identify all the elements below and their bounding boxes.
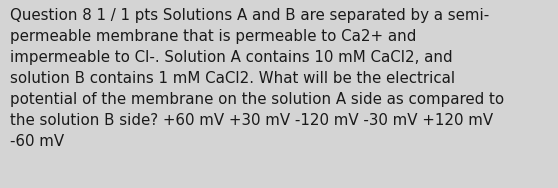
Text: Question 8 1 / 1 pts Solutions A and B are separated by a semi-
permeable membra: Question 8 1 / 1 pts Solutions A and B a…: [10, 8, 504, 149]
